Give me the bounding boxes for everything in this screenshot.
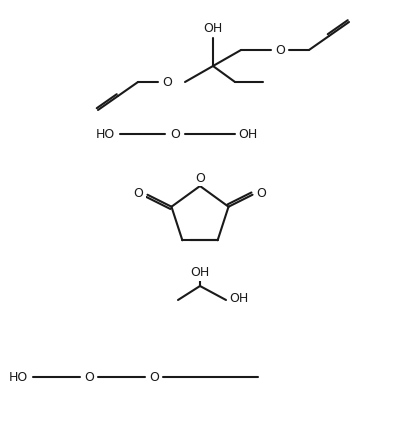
Text: OH: OH [238,128,258,141]
Text: O: O [134,187,144,200]
Text: OH: OH [203,23,223,36]
Text: HO: HO [95,128,115,141]
Text: OH: OH [190,266,210,279]
Text: O: O [256,187,266,200]
Text: O: O [170,128,180,141]
Text: O: O [149,371,159,384]
Text: O: O [195,171,205,184]
Text: HO: HO [8,371,28,384]
Text: O: O [275,44,285,57]
Text: O: O [162,76,172,89]
Text: O: O [84,371,94,384]
Text: OH: OH [229,291,249,304]
